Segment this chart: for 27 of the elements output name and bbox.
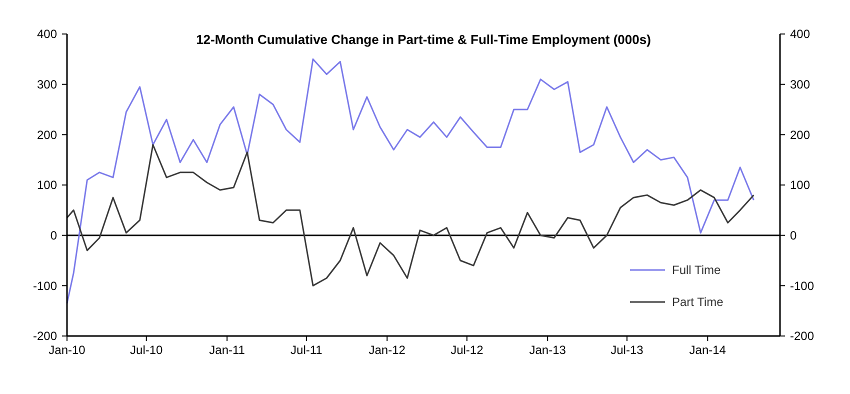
y2-tick-label: 100 <box>790 178 810 192</box>
y-tick-label: 400 <box>36 27 58 42</box>
y2-tick-label: -100 <box>790 278 814 293</box>
x-tick-label: Jan-13 <box>529 343 566 357</box>
y-tick-label: 200 <box>36 128 58 142</box>
y2-tick-label: 0 <box>790 228 797 243</box>
x-tick-label: Jan-11 <box>209 343 246 357</box>
chart-title: 12-Month Cumulative Change in Part-time & Full-Time Employment (000s) <box>196 32 651 47</box>
x-tick-label: Jan-12 <box>368 343 406 357</box>
y-tick-label: 100 <box>36 178 58 192</box>
x-tick-label: Jul-13 <box>610 343 644 357</box>
y2-tick-label: 400 <box>790 27 810 42</box>
legend-label: Part Time <box>672 295 724 310</box>
x-tick-label: Jul-11 <box>290 343 323 357</box>
y2-tick-label: 200 <box>790 128 810 142</box>
x-tick-label: Jan-10 <box>48 343 86 357</box>
y-tick-label: -100 <box>32 278 58 293</box>
y2-tick-label: -200 <box>790 329 814 344</box>
x-tick-label: Jul-12 <box>450 343 484 357</box>
x-tick-label: Jan-14 <box>689 343 726 357</box>
x-tick-label: Jul-10 <box>130 343 164 357</box>
line-series <box>66 144 754 286</box>
y-tick-label: -200 <box>32 329 58 344</box>
y2-tick-label: 300 <box>790 78 810 92</box>
legend-label: Full Time <box>672 263 721 278</box>
y-tick-label: 300 <box>36 78 58 92</box>
y-tick-label: 0 <box>50 228 58 243</box>
